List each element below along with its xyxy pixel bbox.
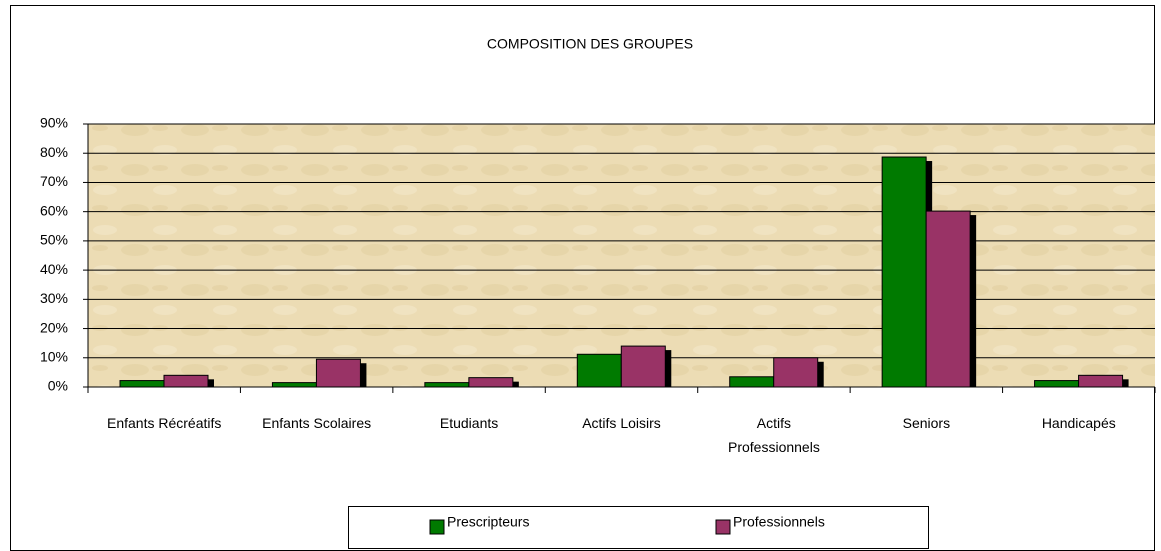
y-tick-label: 70% <box>40 173 68 189</box>
y-tick-label: 90% <box>40 115 68 131</box>
y-tick-label: 20% <box>40 319 68 335</box>
x-tick-label: Handicapés <box>1041 415 1116 431</box>
bar <box>271 382 317 388</box>
legend <box>348 506 929 549</box>
legend-swatch <box>715 519 731 535</box>
legend-label: Prescripteurs <box>447 514 529 530</box>
y-tick-label: 10% <box>40 348 68 364</box>
y-tick-label: 30% <box>40 290 68 306</box>
bar <box>119 380 165 388</box>
plot-area <box>88 124 1155 387</box>
bar <box>163 374 209 388</box>
y-tick-label: 80% <box>40 144 68 160</box>
bar <box>773 357 819 388</box>
bar <box>1078 374 1124 388</box>
bar <box>620 345 666 388</box>
y-tick-label: 40% <box>40 261 68 277</box>
x-tick-label: Etudiants <box>439 415 499 431</box>
y-tick-label: 50% <box>40 232 68 248</box>
bar <box>729 376 775 388</box>
legend-swatch <box>429 519 445 535</box>
x-tick-label: Actifs Loisirs <box>582 415 661 431</box>
x-tick-label: Enfants Récréatifs <box>107 415 222 431</box>
bar <box>315 358 361 388</box>
chart-title: COMPOSITION DES GROUPES <box>487 36 693 52</box>
y-tick-label: 60% <box>40 202 68 218</box>
x-tick-label: Actifs Professionnels <box>728 415 820 455</box>
bar <box>576 353 622 388</box>
bar <box>424 382 470 388</box>
bar <box>1034 380 1080 388</box>
y-tick-label: 0% <box>48 378 68 394</box>
x-tick-label: Seniors <box>902 415 951 431</box>
bar <box>468 377 514 388</box>
legend-label: Professionnels <box>733 514 825 530</box>
bar <box>925 210 971 388</box>
bar <box>881 156 927 388</box>
x-tick-label: Enfants Scolaires <box>262 415 372 431</box>
